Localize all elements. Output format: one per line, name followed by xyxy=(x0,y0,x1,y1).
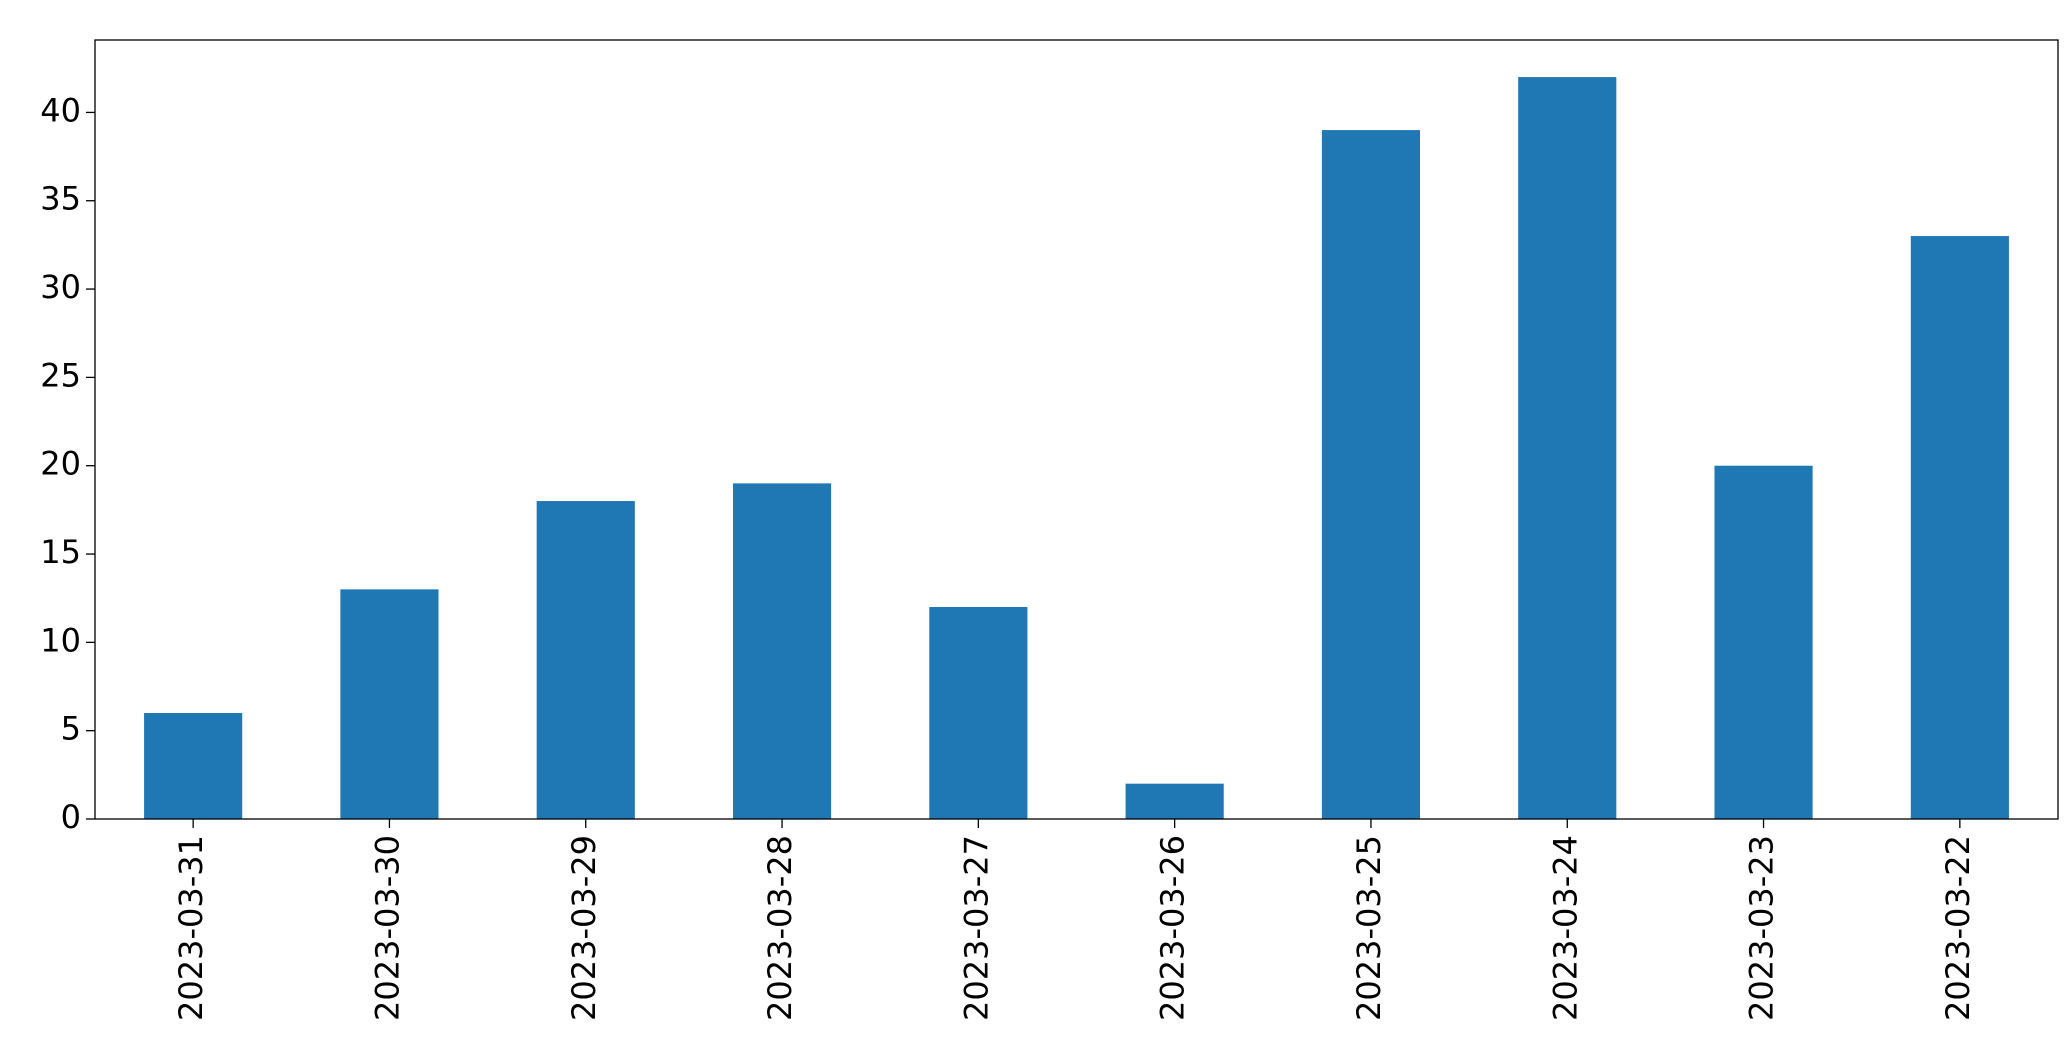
y-tick-label: 35 xyxy=(40,180,81,218)
bar xyxy=(732,483,832,819)
y-tick-label: 10 xyxy=(40,621,81,659)
x-tick-label: 2023-03-27 xyxy=(957,835,995,1021)
bar xyxy=(1518,77,1617,820)
x-tick-label: 2023-03-22 xyxy=(1939,835,1977,1021)
bar xyxy=(929,607,1028,819)
bar xyxy=(1125,783,1224,819)
x-tick-label: 2023-03-24 xyxy=(1546,835,1584,1021)
x-tick-label: 2023-03-25 xyxy=(1350,835,1388,1021)
y-tick-label: 0 xyxy=(61,798,81,836)
x-tick-label: 2023-03-29 xyxy=(565,835,603,1021)
x-tick-label: 2023-03-30 xyxy=(368,835,406,1021)
bar xyxy=(1714,465,1813,819)
y-tick-label: 5 xyxy=(61,710,81,748)
y-tick-label: 20 xyxy=(40,445,81,483)
y-tick-label: 40 xyxy=(40,91,81,129)
x-tick-label: 2023-03-23 xyxy=(1743,835,1781,1021)
bar xyxy=(536,501,635,819)
bar xyxy=(340,589,439,819)
plot-frame xyxy=(94,39,2059,820)
y-tick-label: 15 xyxy=(40,533,81,571)
x-tick-label: 2023-03-28 xyxy=(761,835,799,1021)
x-tick-label: 2023-03-26 xyxy=(1154,835,1192,1021)
y-tick-label: 25 xyxy=(40,356,81,394)
y-tick-label: 30 xyxy=(40,268,81,306)
bar xyxy=(144,713,243,819)
bar xyxy=(1910,236,2009,819)
bar xyxy=(1321,130,1421,819)
x-tick-label: 2023-03-31 xyxy=(172,835,210,1021)
